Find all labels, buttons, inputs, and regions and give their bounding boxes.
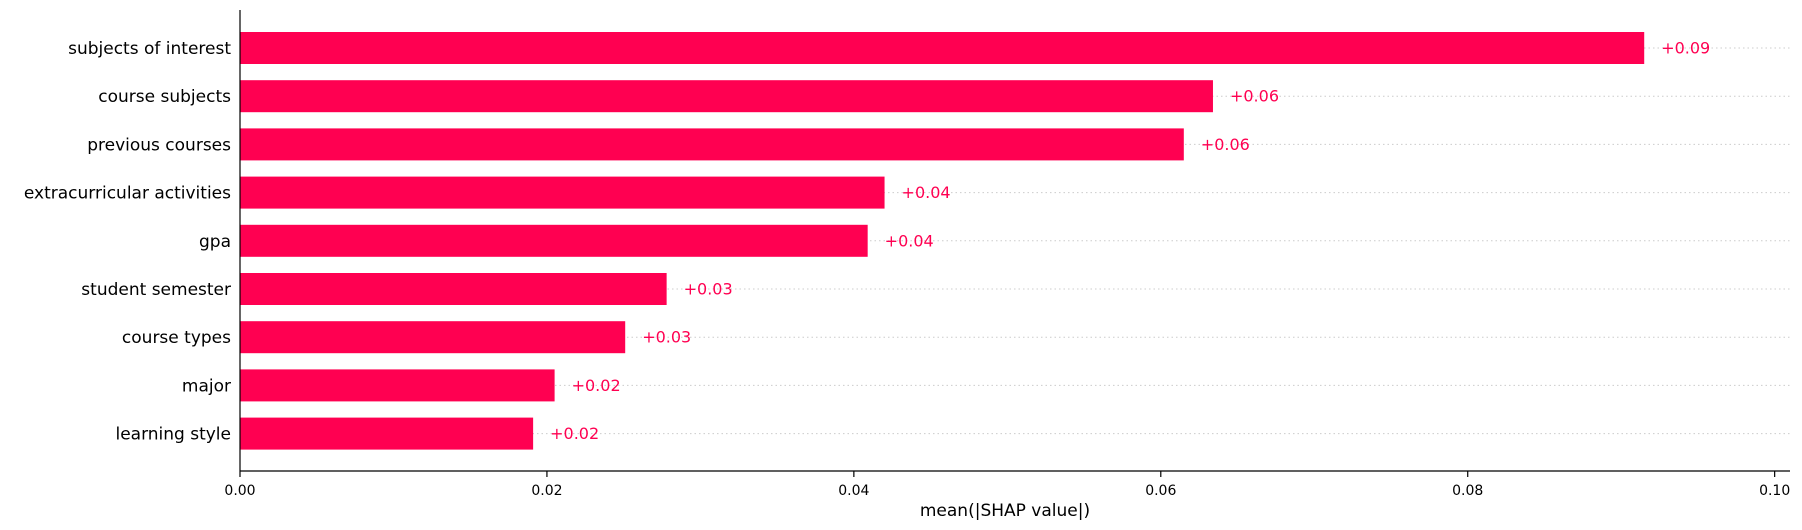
bar bbox=[240, 176, 885, 209]
category-label: extracurricular activities bbox=[24, 184, 231, 204]
bar bbox=[240, 369, 555, 402]
x-tick-label: 0.02 bbox=[531, 483, 562, 499]
value-label: +0.02 bbox=[550, 424, 599, 443]
value-label: +0.03 bbox=[684, 280, 733, 299]
category-label: course subjects bbox=[98, 87, 231, 107]
bar bbox=[240, 80, 1213, 113]
x-axis-title: mean(|SHAP value|) bbox=[920, 501, 1090, 521]
x-tick-label: 0.06 bbox=[1145, 483, 1176, 499]
x-tick-label: 0.10 bbox=[1759, 483, 1790, 499]
bar bbox=[240, 417, 534, 450]
value-label: +0.06 bbox=[1201, 135, 1250, 154]
value-label: +0.04 bbox=[902, 183, 951, 202]
bar bbox=[240, 321, 626, 354]
bars bbox=[240, 32, 1645, 450]
bar bbox=[240, 128, 1184, 161]
category-label: student semester bbox=[81, 280, 231, 300]
category-label: gpa bbox=[199, 232, 231, 252]
value-label: +0.09 bbox=[1661, 39, 1710, 58]
category-label: subjects of interest bbox=[68, 39, 231, 59]
category-label: major bbox=[182, 376, 231, 396]
value-label: +0.02 bbox=[572, 376, 621, 395]
x-tick-label: 0.00 bbox=[224, 483, 255, 499]
bar bbox=[240, 224, 868, 257]
value-label: +0.04 bbox=[885, 231, 934, 250]
x-tick-label: 0.04 bbox=[838, 483, 869, 499]
bar bbox=[240, 273, 667, 305]
value-labels: +0.09 +0.06 +0.06 +0.04 +0.04 +0.03 +0.03 +0.02… bbox=[550, 39, 1710, 444]
category-label: learning style bbox=[115, 425, 231, 445]
category-labels: subjects of interest course subjects previ… bbox=[24, 39, 231, 445]
value-label: +0.06 bbox=[1230, 87, 1279, 106]
bar bbox=[240, 32, 1645, 64]
category-label: previous courses bbox=[87, 135, 231, 155]
x-tick-label: 0.08 bbox=[1452, 483, 1483, 499]
value-label: +0.03 bbox=[642, 328, 691, 347]
category-label: course types bbox=[122, 328, 231, 348]
x-axis-ticks: 0.00 0.02 0.04 0.06 0.08 0.10 bbox=[224, 471, 1790, 499]
